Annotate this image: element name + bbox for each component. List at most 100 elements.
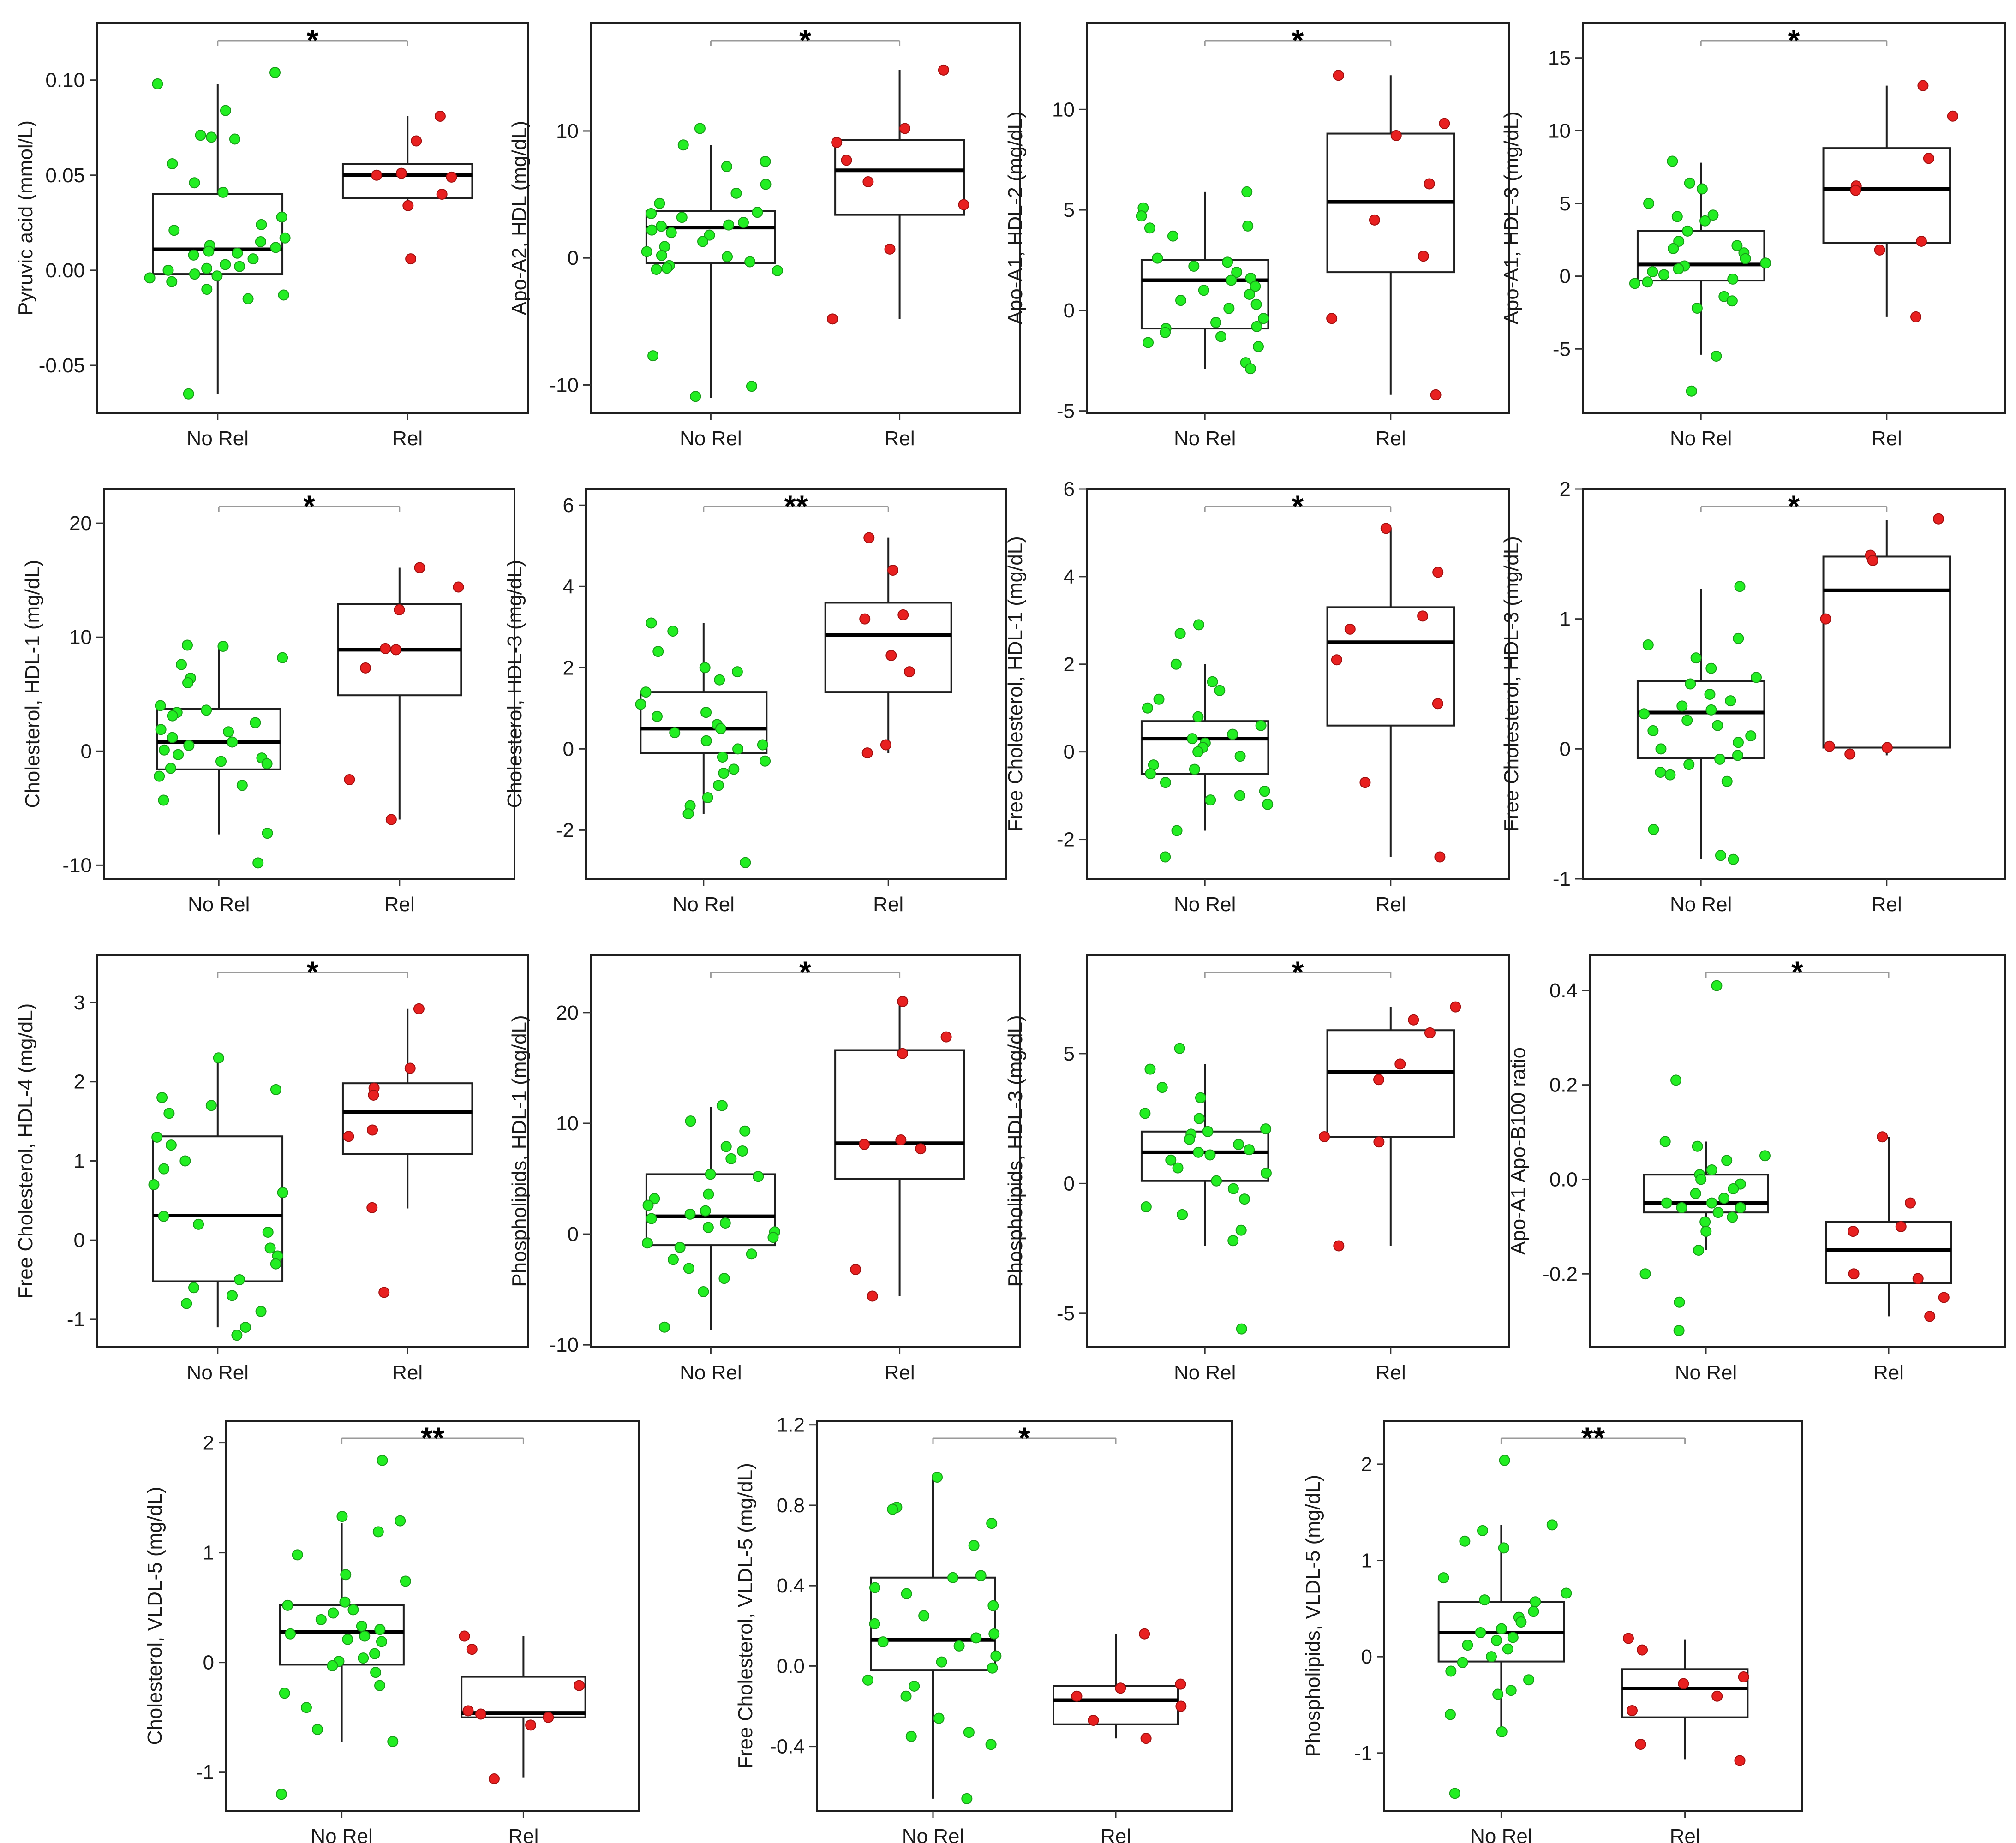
data-point-no-rel — [1260, 1167, 1272, 1179]
data-point-no-rel — [167, 158, 178, 170]
data-point-no-rel — [684, 1208, 696, 1220]
data-point-rel — [1938, 1292, 1950, 1303]
data-point-rel — [1175, 1678, 1186, 1690]
data-point-no-rel — [1686, 385, 1697, 397]
data-point-rel — [543, 1712, 554, 1723]
data-point-rel — [1432, 698, 1443, 710]
data-point-no-rel — [722, 251, 733, 262]
data-point-no-rel — [1642, 276, 1653, 288]
data-point-no-rel — [1211, 1175, 1222, 1187]
data-point-no-rel — [1507, 1632, 1519, 1643]
data-point-no-rel — [1205, 794, 1216, 806]
y-tick-label: 0 — [1064, 741, 1075, 763]
x-tick-label: Rel — [1376, 1361, 1406, 1384]
data-point-no-rel — [1252, 341, 1264, 352]
y-tick-label: 6 — [1064, 478, 1075, 501]
data-point-no-rel — [700, 707, 712, 718]
data-point-no-rel — [1639, 1268, 1651, 1280]
data-point-no-rel — [683, 1263, 694, 1274]
data-point-no-rel — [1673, 235, 1685, 247]
data-point-no-rel — [1160, 327, 1171, 338]
data-point-no-rel — [641, 1237, 653, 1249]
data-point-no-rel — [387, 1736, 399, 1748]
y-tick-label: -1 — [67, 1308, 85, 1331]
data-point-no-rel — [1740, 253, 1751, 264]
panel-10: -10 0 10 20 No Rel Rel Phospholipids, HDL-1 (m… — [508, 954, 1021, 1384]
data-point-no-rel — [1707, 209, 1719, 221]
data-point-no-rel — [1731, 240, 1743, 251]
data-point-no-rel — [712, 780, 724, 791]
y-tick-label: 10 — [69, 626, 92, 649]
data-point-no-rel — [702, 1222, 714, 1233]
significance-marker: * — [307, 23, 319, 57]
data-point-rel — [1380, 523, 1392, 534]
data-point-rel — [1910, 311, 1922, 322]
box-iqr — [1621, 1668, 1749, 1718]
y-axis-label: Pyruvic acid (mmol/L) — [14, 120, 37, 316]
y-tick-label: -0.2 — [1543, 1263, 1578, 1285]
data-point-no-rel — [667, 1254, 679, 1265]
data-point-rel — [1947, 110, 1958, 122]
data-point-no-rel — [746, 1248, 757, 1260]
data-point-rel — [453, 581, 464, 593]
data-point-no-rel — [1690, 652, 1702, 664]
data-point-no-rel — [1629, 278, 1640, 289]
data-point-rel — [1140, 1733, 1152, 1744]
significance-marker: * — [303, 489, 315, 523]
plot-frame — [96, 22, 529, 414]
data-point-no-rel — [1244, 289, 1255, 300]
data-point-no-rel — [659, 1321, 670, 1333]
y-tick-label: 0.0 — [1549, 1168, 1578, 1191]
data-point-no-rel — [698, 1286, 709, 1297]
box-iqr — [279, 1604, 405, 1666]
x-tick-label: Rel — [1872, 427, 1902, 450]
data-point-no-rel — [1728, 853, 1739, 865]
data-point-rel — [1848, 1268, 1860, 1280]
data-point-no-rel — [1647, 725, 1659, 736]
data-point-no-rel — [206, 131, 217, 143]
data-point-rel — [1844, 748, 1856, 760]
box-iqr — [645, 210, 776, 264]
x-tick-label: No Rel — [673, 893, 735, 916]
data-point-no-rel — [1139, 1108, 1151, 1119]
y-axis-label: Apo-A1, HDL-3 (mg/dL) — [1500, 111, 1523, 324]
data-point-rel — [404, 1062, 416, 1074]
data-point-no-rel — [1223, 303, 1235, 314]
data-point-no-rel — [732, 743, 744, 755]
data-point-rel — [413, 1003, 425, 1014]
data-point-no-rel — [704, 229, 715, 241]
data-point-no-rel — [400, 1575, 411, 1587]
data-point-no-rel — [646, 224, 658, 236]
data-point-no-rel — [1759, 1150, 1771, 1162]
data-point-no-rel — [285, 1628, 296, 1640]
y-axis-label: Phospholipids, VLDL-5 (mg/dL) — [1302, 1475, 1324, 1757]
data-point-no-rel — [215, 756, 227, 767]
data-point-no-rel — [1242, 220, 1254, 232]
data-point-no-rel — [669, 727, 681, 739]
data-point-no-rel — [242, 293, 254, 304]
data-point-no-rel — [665, 227, 677, 239]
y-tick-label: 20 — [556, 1002, 579, 1024]
y-tick-label: 0 — [1560, 265, 1571, 288]
y-axis-label: Phospholipids, HDL-1 (mg/dL) — [508, 1015, 531, 1287]
data-point-no-rel — [1727, 273, 1739, 285]
data-point-no-rel — [963, 1727, 975, 1738]
data-point-rel — [525, 1719, 537, 1731]
data-point-no-rel — [744, 256, 756, 268]
y-axis-label: Free Cholesterol, HDL-4 (mg/dL) — [14, 1003, 37, 1299]
data-point-rel — [915, 1143, 927, 1155]
data-point-no-rel — [1144, 222, 1155, 234]
data-point-rel — [343, 1131, 354, 1142]
data-point-no-rel — [1690, 1188, 1701, 1199]
data-point-rel — [1924, 1311, 1936, 1322]
data-point-no-rel — [1172, 1162, 1184, 1174]
data-point-no-rel — [988, 1628, 1000, 1640]
x-tick-label: No Rel — [1470, 1825, 1532, 1843]
data-point-no-rel — [947, 1572, 959, 1583]
data-point-no-rel — [1699, 1216, 1711, 1228]
data-point-rel — [1408, 1014, 1419, 1026]
data-point-no-rel — [719, 1217, 731, 1229]
data-point-rel — [574, 1680, 585, 1691]
plot-frame — [225, 1420, 640, 1812]
y-tick-label: 0 — [74, 1229, 85, 1252]
